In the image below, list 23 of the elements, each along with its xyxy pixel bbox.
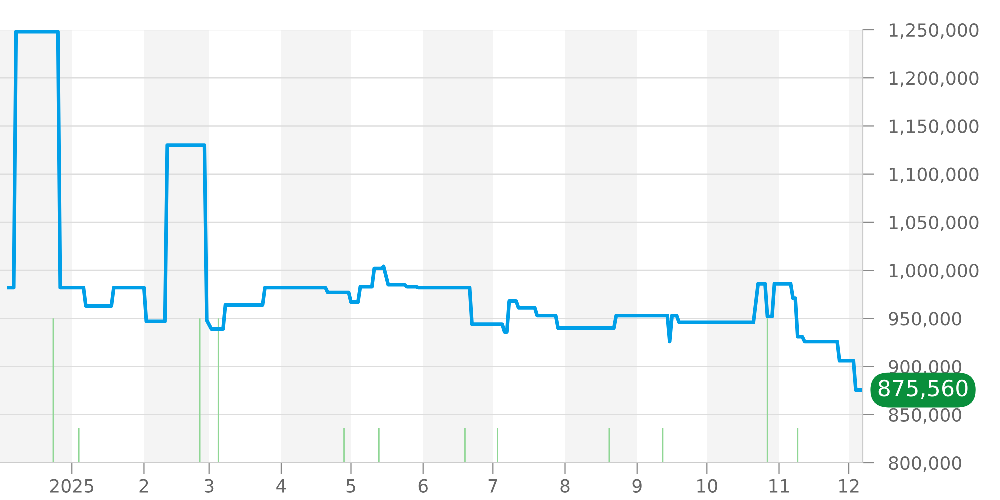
x-tick-label: 2025: [50, 479, 94, 493]
x-tick-label: 12: [840, 479, 859, 493]
line-series: [8, 30, 862, 392]
x-tick-label: 5: [346, 480, 356, 493]
y-tick-label: 1,200,000: [890, 72, 979, 88]
y-tick-label: 1,250,000: [890, 23, 979, 39]
y-tick-label: 1,150,000: [890, 120, 979, 136]
y-tick-label: 1,000,000: [890, 264, 979, 280]
y-tick-label: 1,050,000: [890, 216, 979, 232]
x-tick-label: 8: [560, 479, 570, 493]
x-tick-label: 10: [698, 479, 718, 493]
x-tick-label: 6: [418, 479, 428, 493]
y-tick-label: 950,000: [889, 312, 962, 328]
x-tick-label: 7: [488, 480, 498, 493]
annotation: 875,560: [878, 380, 968, 400]
x-tick-label: 2: [140, 479, 148, 493]
x-tick-label: 3: [204, 479, 214, 493]
y-tick-label: 1,100,000: [890, 168, 979, 184]
y-tick-label: 800,000: [889, 456, 962, 472]
x-tick-label: 4: [276, 480, 286, 493]
x-tick-label: 9: [632, 479, 642, 493]
x-tick-label: 11: [770, 480, 790, 493]
y-tick-label: 850,000: [889, 408, 962, 424]
